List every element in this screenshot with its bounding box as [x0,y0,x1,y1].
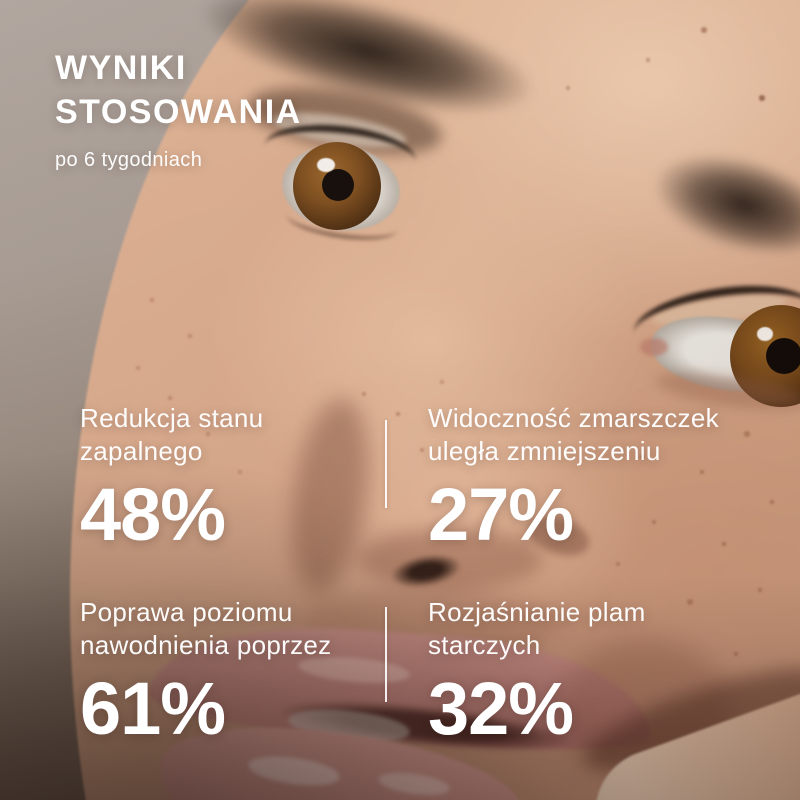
stat-label: Widoczność zmarszczek uległa zmniejszeni… [428,402,798,468]
stat-label-line: Rozjaśnianie plam [428,597,646,627]
stat-label-line: Poprawa poziomu [80,597,293,627]
page-title: WYNIKI STOSOWANIA [55,46,302,134]
column-divider-bottom [385,607,387,702]
stat-block-inflammation: Redukcja stanu zapalnego 48% [80,402,380,553]
title-line-1: WYNIKI [55,49,187,87]
stat-block-wrinkles: Widoczność zmarszczek uległa zmniejszeni… [428,402,798,553]
stat-block-age-spots: Rozjaśnianie plam starczych 32% [428,596,798,747]
stat-label: Poprawa poziomu nawodnienia poprzez [80,596,380,662]
stat-value: 61% [80,667,226,750]
stat-value: 27% [428,473,574,556]
stat-label-line: Redukcja stanu [80,403,264,433]
stat-label: Rozjaśnianie plam starczych [428,596,798,662]
stat-value: 48% [80,473,226,556]
column-divider-top [385,420,387,508]
stat-block-hydration: Poprawa poziomu nawodnienia poprzez 61% [80,596,380,747]
subtitle: po 6 tygodniach [55,149,203,171]
stat-label-line: zapalnego [80,436,203,466]
stat-label-line: Widoczność zmarszczek [428,403,719,433]
stat-label-line: uległa zmniejszeniu [428,436,661,466]
stat-label-line: starczych [428,630,541,660]
stat-label: Redukcja stanu zapalnego [80,402,380,468]
title-line-2: STOSOWANIA [55,93,302,131]
header: WYNIKI STOSOWANIA [55,46,302,134]
stat-label-line: nawodnienia poprzez [80,630,332,660]
stat-value: 32% [428,667,574,750]
